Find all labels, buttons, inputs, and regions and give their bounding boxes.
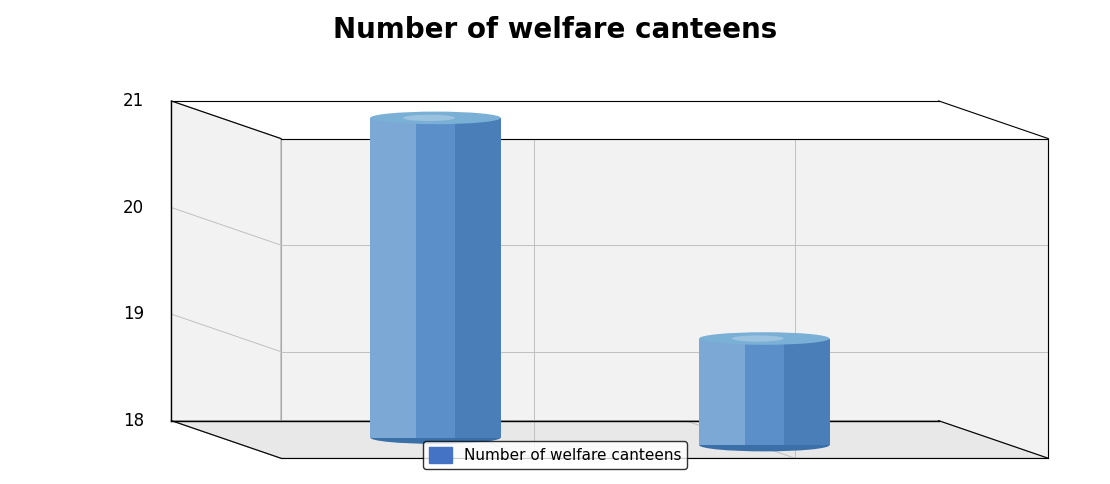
Polygon shape xyxy=(784,338,829,445)
Ellipse shape xyxy=(403,115,455,121)
Text: 18: 18 xyxy=(123,412,144,430)
Polygon shape xyxy=(371,118,416,438)
Text: 19: 19 xyxy=(123,305,144,323)
Polygon shape xyxy=(699,338,829,445)
Polygon shape xyxy=(371,118,501,438)
Polygon shape xyxy=(171,421,1048,458)
Text: Number of welfare canteens: Number of welfare canteens xyxy=(333,16,777,45)
Ellipse shape xyxy=(699,439,829,452)
Text: 21: 21 xyxy=(123,92,144,110)
Polygon shape xyxy=(171,101,281,458)
Polygon shape xyxy=(699,338,745,445)
Text: 20: 20 xyxy=(123,198,144,216)
Ellipse shape xyxy=(371,431,501,444)
Ellipse shape xyxy=(371,112,501,124)
Legend: Number of welfare canteens: Number of welfare canteens xyxy=(423,441,687,469)
Polygon shape xyxy=(455,118,501,438)
Polygon shape xyxy=(281,138,1048,458)
Ellipse shape xyxy=(731,335,784,342)
Ellipse shape xyxy=(699,332,829,345)
